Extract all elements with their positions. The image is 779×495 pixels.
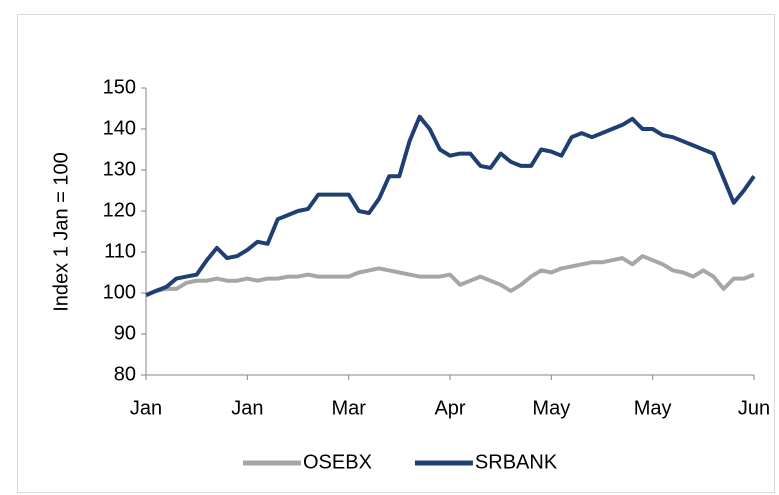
chart-frame [17, 14, 775, 493]
x-tick-label: Apr [434, 397, 465, 419]
y-tick-label: 140 [103, 117, 136, 139]
x-tick-label: Mar [331, 397, 366, 419]
x-tick-label: May [532, 397, 570, 419]
y-tick-label: 120 [103, 199, 136, 221]
x-tick-label: Jun [738, 397, 770, 419]
y-tick-label: 110 [104, 240, 136, 262]
y-tick-label: 90 [114, 322, 136, 344]
y-tick-label: 150 [103, 76, 136, 98]
y-tick-label: 100 [103, 281, 136, 303]
x-tick-label: Jan [130, 397, 162, 419]
y-axis-label: Index 1 Jan = 100 [50, 152, 72, 312]
x-tick-label: Jan [231, 397, 263, 419]
legend-label: OSEBX [303, 451, 372, 473]
x-tick-label: May [634, 397, 672, 419]
series-line [145, 254, 755, 297]
legend-label: SRBANK [475, 451, 558, 473]
y-tick-label: 80 [114, 363, 136, 385]
y-tick-label: 130 [103, 158, 136, 180]
series-line [145, 114, 756, 297]
